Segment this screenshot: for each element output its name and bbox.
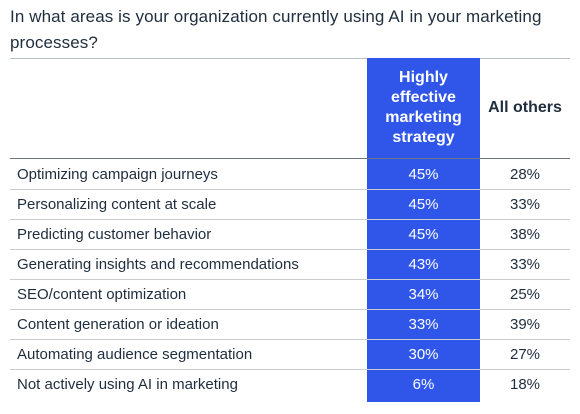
value-highly-effective: 45%: [408, 226, 439, 243]
value-highly-effective: 30%: [408, 346, 439, 363]
table-row: Generating insights and recommendations 4…: [10, 250, 570, 280]
value-all-others: 18%: [509, 376, 541, 393]
table-row: Automating audience segmentation 30% 27%: [10, 340, 570, 370]
value-highly-effective: 43%: [408, 256, 439, 273]
table-row: Content generation or ideation 33% 39%: [10, 310, 570, 340]
value-all-others: 39%: [509, 316, 541, 333]
value-highly-effective: 45%: [408, 196, 439, 213]
table-row: Optimizing campaign journeys 45% 28%: [10, 160, 570, 190]
value-all-others: 33%: [509, 256, 541, 273]
column-header-all-others: All others: [488, 99, 562, 116]
row-label: Generating insights and recommendations: [17, 256, 299, 273]
row-label: Optimizing campaign journeys: [17, 166, 218, 183]
row-label: Automating audience segmentation: [17, 346, 253, 363]
table-row: SEO/content optimization 34% 25%: [10, 280, 570, 310]
chart-title: In what areas is your organization curre…: [10, 7, 542, 52]
row-label: Not actively using AI in marketing: [17, 376, 238, 393]
row-label: Predicting customer behavior: [17, 226, 212, 243]
value-highly-effective: 34%: [408, 286, 439, 303]
value-all-others: 27%: [509, 346, 541, 363]
highlight-column-background: [367, 58, 480, 402]
table-row: Predicting customer behavior 45% 38%: [10, 220, 570, 250]
row-label: SEO/content optimization: [17, 286, 187, 303]
title-divider: [10, 58, 570, 59]
table-row: Not actively using AI in marketing 6% 18%: [10, 370, 570, 399]
value-highly-effective: 6%: [412, 376, 435, 393]
value-all-others: 33%: [509, 196, 541, 213]
row-label: Personalizing content at scale: [17, 196, 217, 213]
row-label: Content generation or ideation: [17, 316, 219, 333]
table-body: Optimizing campaign journeys 45% 28% Person…: [10, 160, 570, 399]
column-header-highly-effective: Highly effective marketing strategy: [385, 69, 462, 146]
value-highly-effective: 45%: [408, 166, 439, 183]
header-divider: [10, 158, 570, 159]
value-highly-effective: 33%: [408, 316, 439, 333]
table-row: Personalizing content at scale 45% 33%: [10, 190, 570, 220]
value-all-others: 25%: [509, 286, 541, 303]
value-all-others: 38%: [509, 226, 541, 243]
value-all-others: 28%: [509, 166, 541, 183]
